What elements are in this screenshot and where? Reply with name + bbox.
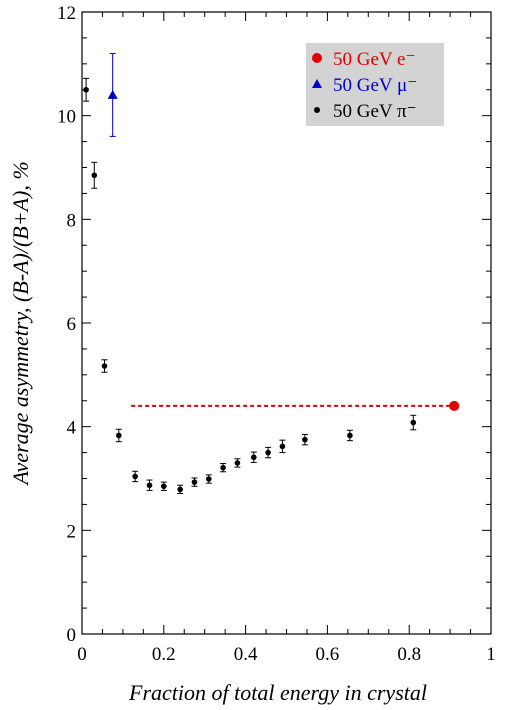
x-axis: 0 0.2 0.4 0.6 0.8 1 bbox=[77, 12, 496, 665]
legend-pion-marker bbox=[314, 107, 320, 113]
legend-box bbox=[306, 43, 444, 126]
y-tick-label: 2 bbox=[67, 521, 77, 542]
data-point bbox=[116, 432, 122, 439]
y-tick-label: 4 bbox=[67, 418, 77, 439]
x-tick-label: 0.6 bbox=[316, 644, 340, 665]
x-tick-label: 1 bbox=[486, 644, 496, 665]
data-point bbox=[220, 464, 226, 471]
y-tick-label: 8 bbox=[67, 210, 77, 231]
data-point bbox=[347, 432, 353, 439]
y-axis-title: Average asymmetry, (B-A)/(B+A), % bbox=[8, 161, 33, 486]
legend-pion-label: 50 GeV π⁻ bbox=[333, 101, 417, 122]
data-point bbox=[234, 460, 241, 466]
data-point bbox=[302, 436, 308, 443]
data-point bbox=[107, 89, 118, 99]
data-point bbox=[91, 172, 98, 179]
data-point bbox=[177, 486, 183, 493]
y-tick-label: 6 bbox=[67, 314, 77, 335]
y-axis: 0 2 4 6 8 10 12 bbox=[57, 3, 491, 646]
legend-electron-marker bbox=[312, 53, 322, 63]
x-tick-label: 0.8 bbox=[397, 644, 421, 665]
x-tick-label: 0.2 bbox=[152, 644, 176, 665]
y-tick-label: 10 bbox=[57, 107, 76, 128]
y-tick-label: 12 bbox=[57, 3, 76, 24]
data-point bbox=[449, 400, 460, 411]
legend-muon-label: 50 GeV μ⁻ bbox=[333, 75, 417, 96]
data-points bbox=[83, 52, 460, 495]
legend-muon-marker bbox=[312, 79, 322, 88]
data-point bbox=[191, 479, 198, 485]
data-point bbox=[279, 443, 286, 450]
data-point bbox=[101, 363, 108, 369]
data-point bbox=[250, 454, 257, 461]
data-point bbox=[410, 419, 417, 426]
data-point bbox=[83, 86, 89, 93]
x-tick-label: 0.4 bbox=[234, 644, 258, 665]
data-point bbox=[161, 483, 167, 490]
x-tick-label: 0 bbox=[77, 644, 87, 665]
x-axis-title: Fraction of total energy in crystal bbox=[128, 680, 427, 705]
legend-electron-label: 50 GeV e⁻ bbox=[333, 49, 416, 70]
data-point bbox=[132, 473, 138, 480]
data-point bbox=[146, 482, 153, 489]
data-point bbox=[265, 449, 271, 456]
legend: 50 GeV e⁻ 50 GeV μ⁻ 50 GeV π⁻ bbox=[306, 43, 444, 126]
y-tick-label: 0 bbox=[67, 625, 77, 646]
data-point bbox=[205, 476, 212, 482]
